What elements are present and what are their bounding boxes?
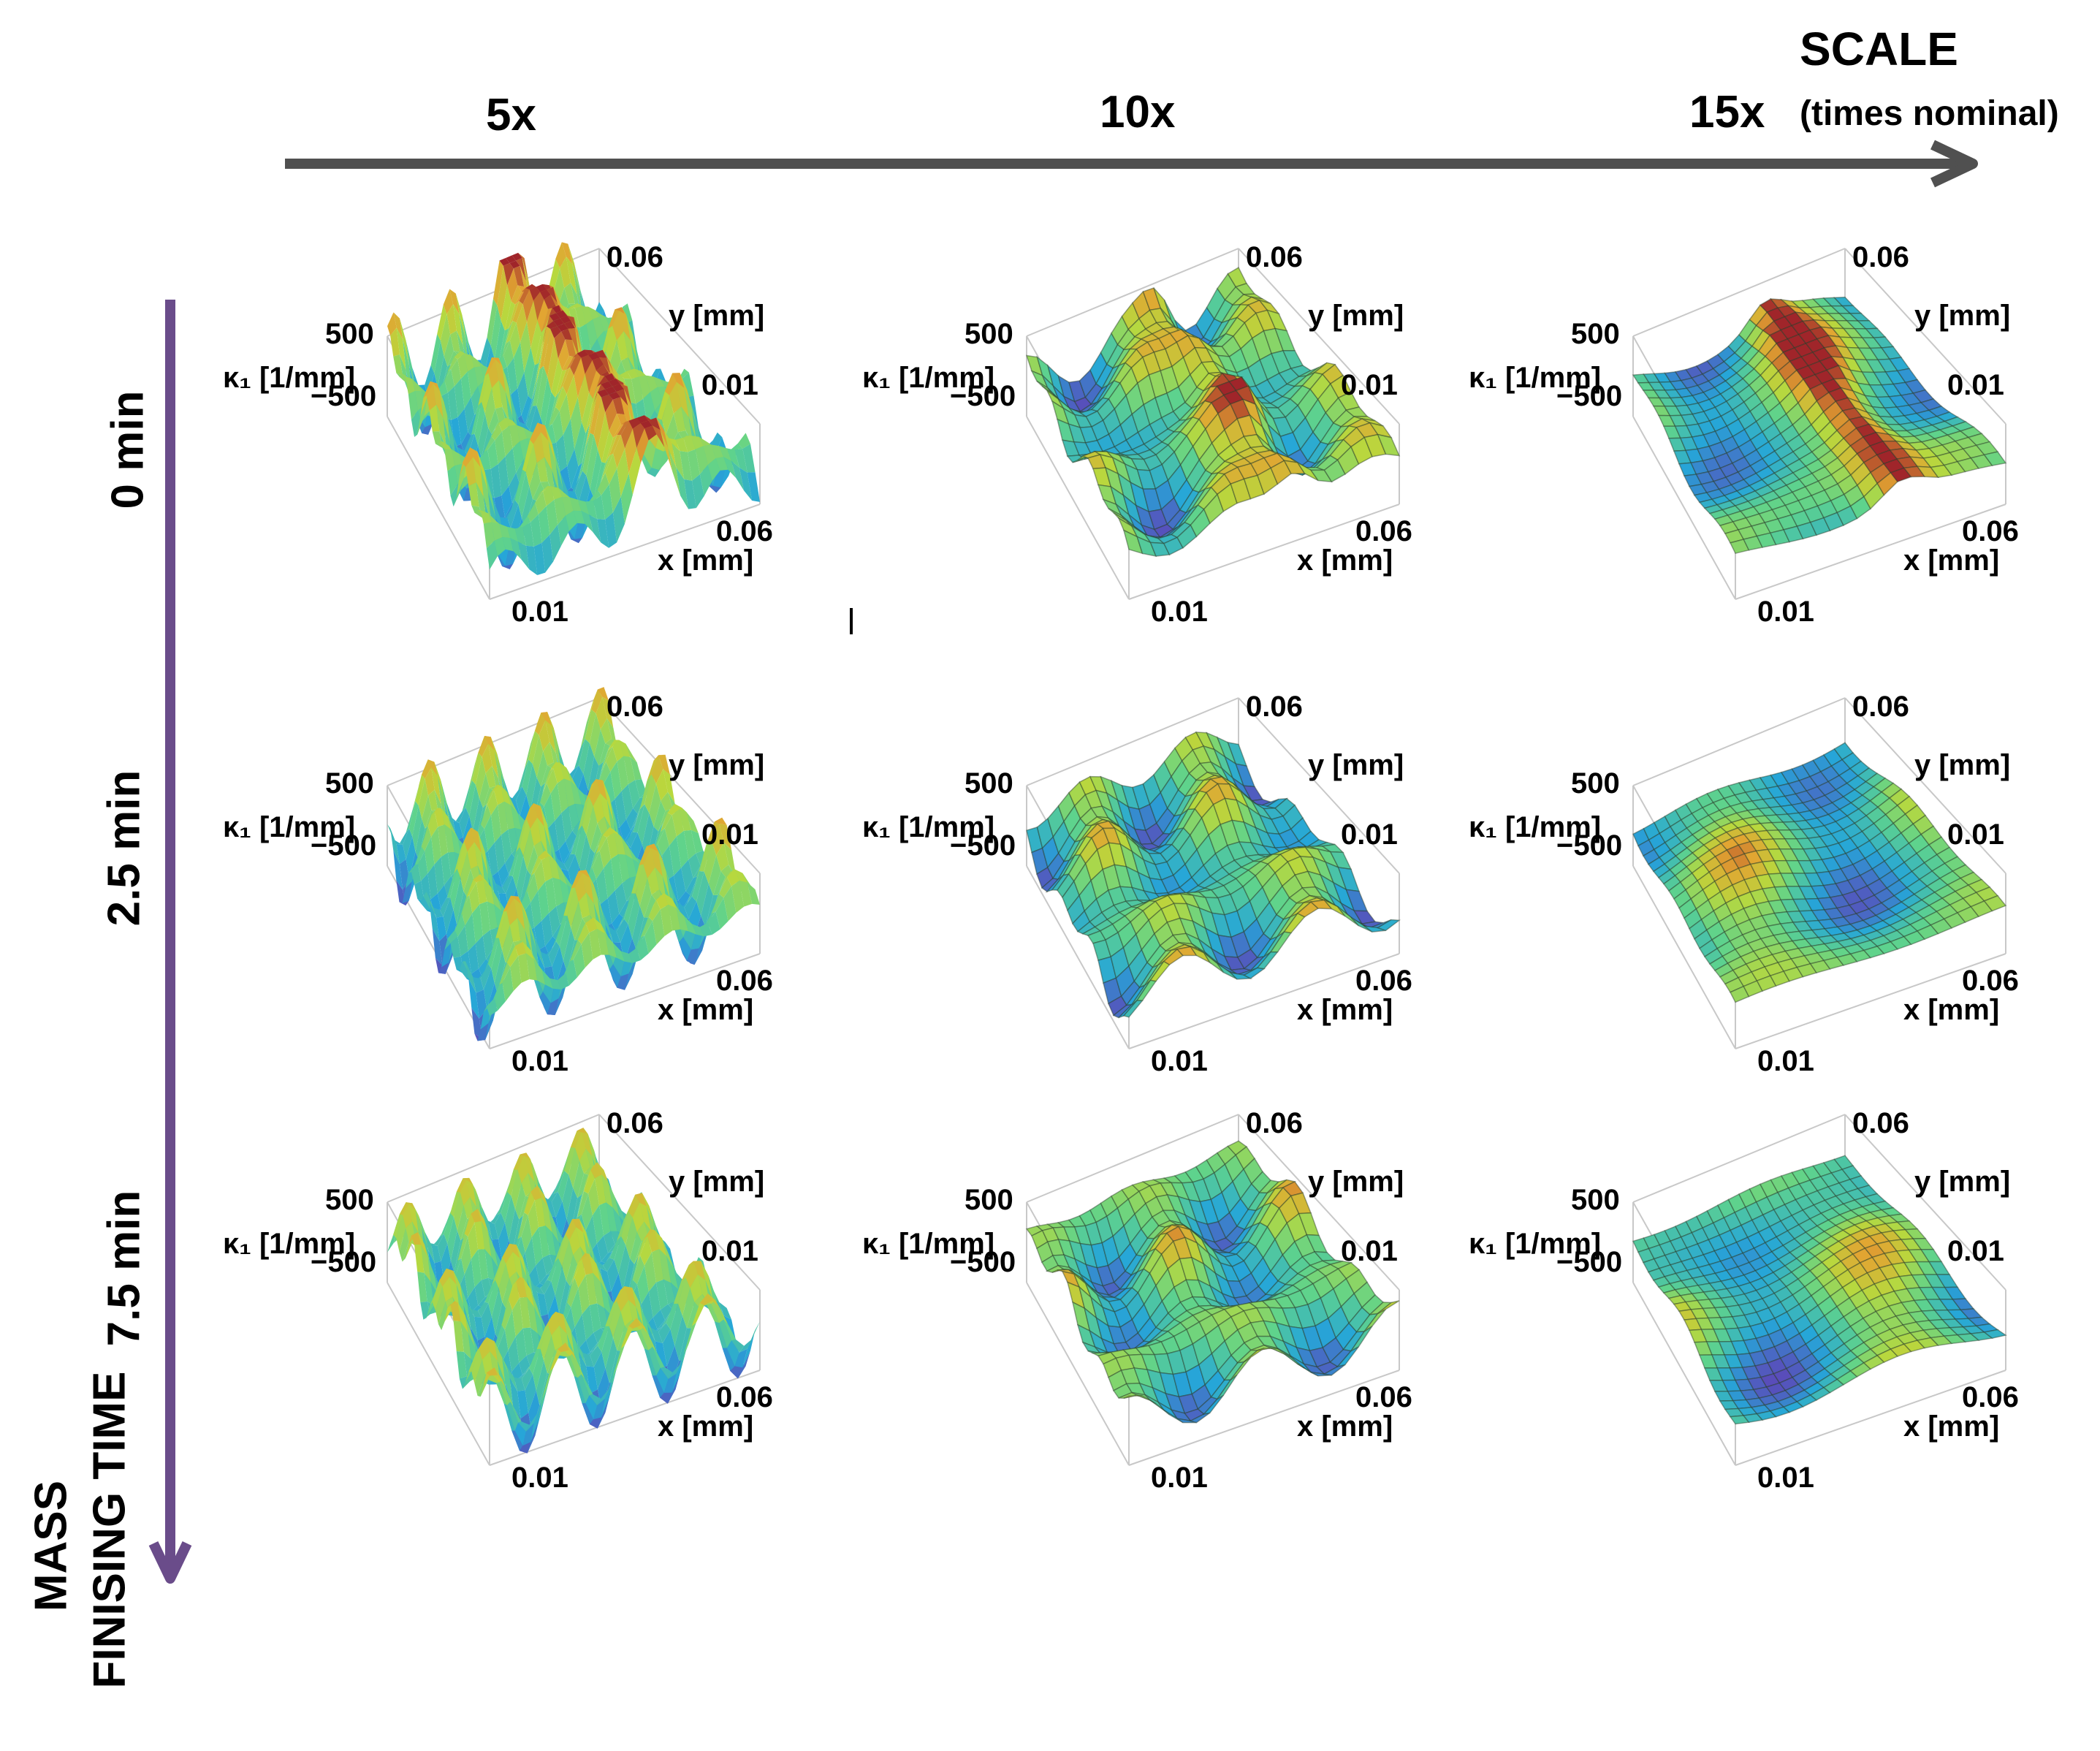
x-tick-left: 0.01 xyxy=(511,596,568,628)
row-label-7.5min: 7.5 min xyxy=(99,1190,150,1347)
row-label-2.5min: 2.5 min xyxy=(99,770,150,927)
x-axis-label: x [mm] xyxy=(1903,1410,2000,1443)
z-tick-bottom: −500 xyxy=(950,1246,1016,1278)
x-tick-left: 0.01 xyxy=(1757,596,1814,628)
y-tick-mid: 0.01 xyxy=(1341,818,1398,851)
z-tick-top: 500 xyxy=(965,318,1013,350)
surface-mesh xyxy=(387,242,760,576)
y-tick-mid: 0.01 xyxy=(701,1235,758,1267)
y-tick-mid: 0.01 xyxy=(701,818,758,851)
x-tick-left: 0.01 xyxy=(1757,1462,1814,1494)
z-tick-top: 500 xyxy=(325,318,374,350)
y-tick-top: 0.06 xyxy=(1852,1107,1909,1139)
y-tick-mid: 0.01 xyxy=(1947,1235,2004,1267)
y-axis-label: y [mm] xyxy=(1308,300,1404,332)
y-tick-mid: 0.01 xyxy=(701,369,758,401)
row-label-0min: 0 min xyxy=(102,390,153,509)
z-tick-bottom: −500 xyxy=(311,1246,377,1278)
x-tick-right: 0.06 xyxy=(716,1381,773,1413)
z-tick-top: 500 xyxy=(325,1184,374,1216)
scale-subtitle: (times nominal) xyxy=(1800,94,2059,133)
z-tick-bottom: −500 xyxy=(311,829,377,862)
x-axis-label: x [mm] xyxy=(1297,994,1393,1026)
y-axis-label: y [mm] xyxy=(1914,749,2011,781)
surface-mesh xyxy=(1632,296,2007,555)
y-tick-top: 0.06 xyxy=(606,691,663,723)
column-header-15x: 15x xyxy=(1689,87,1765,137)
z-tick-top: 500 xyxy=(1571,767,1620,799)
column-header-5x: 5x xyxy=(486,90,536,140)
x-tick-right: 0.06 xyxy=(1962,1381,2019,1413)
x-axis-label: x [mm] xyxy=(658,994,754,1026)
y-axis-label: y [mm] xyxy=(669,1166,765,1198)
y-tick-top: 0.06 xyxy=(1852,691,1909,723)
y-tick-top: 0.06 xyxy=(1246,241,1303,273)
z-tick-bottom: −500 xyxy=(311,380,377,412)
y-tick-top: 0.06 xyxy=(606,1107,663,1139)
y-tick-top: 0.06 xyxy=(606,241,663,273)
column-header-10x: 10x xyxy=(1100,87,1176,137)
x-tick-right: 0.06 xyxy=(1355,965,1412,997)
y-tick-mid: 0.01 xyxy=(1947,818,2004,851)
x-axis-label: x [mm] xyxy=(1297,544,1393,577)
y-tick-top: 0.06 xyxy=(1246,691,1303,723)
z-tick-top: 500 xyxy=(965,767,1013,799)
scale-title: SCALE xyxy=(1800,23,1958,75)
x-axis-label: x [mm] xyxy=(658,544,754,577)
x-tick-right: 0.06 xyxy=(716,515,773,547)
z-tick-top: 500 xyxy=(1571,318,1620,350)
y-tick-top: 0.06 xyxy=(1246,1107,1303,1139)
x-axis-label: x [mm] xyxy=(1903,544,2000,577)
x-tick-right: 0.06 xyxy=(1355,515,1412,547)
x-axis-label: x [mm] xyxy=(1903,994,2000,1026)
x-tick-left: 0.01 xyxy=(1151,1045,1208,1077)
x-tick-left: 0.01 xyxy=(1151,596,1208,628)
x-axis-label: x [mm] xyxy=(658,1410,754,1443)
x-axis-label: x [mm] xyxy=(1297,1410,1393,1443)
x-tick-left: 0.01 xyxy=(511,1462,568,1494)
z-tick-bottom: −500 xyxy=(1556,1246,1623,1278)
z-tick-top: 500 xyxy=(965,1184,1013,1216)
x-tick-left: 0.01 xyxy=(1757,1045,1814,1077)
y-axis-label: y [mm] xyxy=(1308,1166,1404,1198)
x-tick-right: 0.06 xyxy=(1962,965,2019,997)
z-tick-bottom: −500 xyxy=(950,829,1016,862)
y-axis-label: y [mm] xyxy=(669,300,765,332)
y-tick-mid: 0.01 xyxy=(1341,1235,1398,1267)
surface-mesh xyxy=(387,687,760,1041)
y-axis-label: y [mm] xyxy=(1308,749,1404,781)
x-tick-right: 0.06 xyxy=(1355,1381,1412,1413)
time-axis-label-line2: FINISING TIME xyxy=(84,1371,135,1689)
y-axis-label: y [mm] xyxy=(669,749,765,781)
z-tick-bottom: −500 xyxy=(1556,829,1623,862)
time-axis-label-line1: MASS xyxy=(26,1480,77,1612)
y-tick-mid: 0.01 xyxy=(1341,369,1398,401)
z-tick-bottom: −500 xyxy=(1556,380,1623,412)
y-tick-mid: 0.01 xyxy=(1947,369,2004,401)
x-tick-left: 0.01 xyxy=(511,1045,568,1077)
y-axis-label: y [mm] xyxy=(1914,1166,2011,1198)
y-tick-top: 0.06 xyxy=(1852,241,1909,273)
x-tick-left: 0.01 xyxy=(1151,1462,1208,1494)
z-tick-top: 500 xyxy=(325,767,374,799)
x-tick-right: 0.06 xyxy=(716,965,773,997)
x-tick-right: 0.06 xyxy=(1962,515,2019,547)
y-axis-label: y [mm] xyxy=(1914,300,2011,332)
z-tick-top: 500 xyxy=(1571,1184,1620,1216)
z-tick-bottom: −500 xyxy=(950,380,1016,412)
